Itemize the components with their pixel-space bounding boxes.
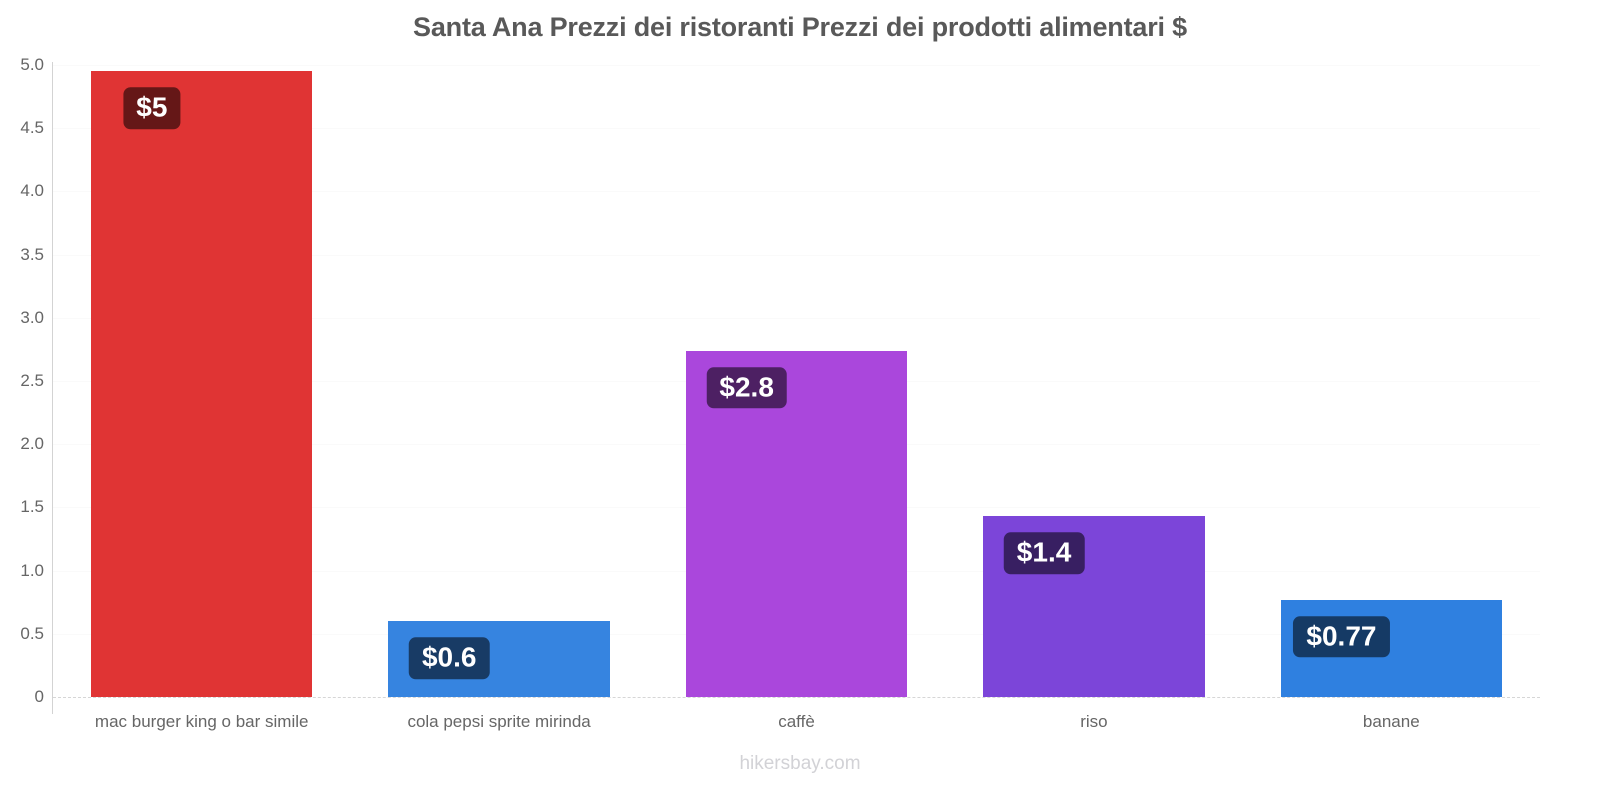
y-axis-tick-label: 2.0: [20, 434, 44, 454]
x-axis-tick-label: caffè: [778, 712, 815, 731]
x-axis-tick-label: banane: [1362, 712, 1420, 731]
watermark: hikersbay.com: [739, 753, 861, 774]
gridline: [53, 317, 1540, 319]
y-axis-tick-label: 5.0: [20, 55, 44, 74]
x-axis-tick-label: riso: [1080, 712, 1108, 731]
y-axis-tick-label: 2.5: [20, 371, 44, 390]
bar-3[interactable]: [685, 350, 908, 697]
value-label-2: $0.6: [408, 637, 490, 679]
gridline: [53, 128, 1540, 130]
gridline: [53, 191, 1540, 193]
x-axis-tick-label: mac burger king o bar simile: [94, 712, 309, 731]
y-axis-tick-label: 0: [34, 687, 44, 706]
y-axis-tick-label: 4.0: [20, 181, 44, 201]
bar-1[interactable]: [90, 71, 313, 697]
y-axis-tick-label: 3.0: [20, 307, 44, 327]
value-label-4: $1.4: [1003, 532, 1085, 574]
plot-area: [53, 65, 1540, 698]
chart-title: Santa Ana Prezzi dei ristoranti Prezzi d…: [413, 12, 1187, 42]
y-axis-tick-label: 0.5: [20, 623, 44, 643]
gridline: [53, 65, 1540, 66]
y-axis-line: [52, 62, 53, 714]
gridline: [53, 254, 1540, 256]
y-axis-tick-label: 1.0: [20, 560, 44, 580]
gridline: [53, 697, 1540, 698]
y-axis-tick-label: 1.5: [20, 497, 44, 517]
value-label-5: $0.77: [1293, 615, 1390, 658]
value-label-1: $5: [123, 87, 181, 130]
x-axis-tick-label: cola pepsi sprite mirinda: [407, 712, 591, 731]
y-axis-tick-label: 4.5: [20, 118, 44, 138]
value-label-3: $2.8: [706, 366, 787, 409]
y-axis-tick-label: 3.5: [20, 244, 44, 264]
